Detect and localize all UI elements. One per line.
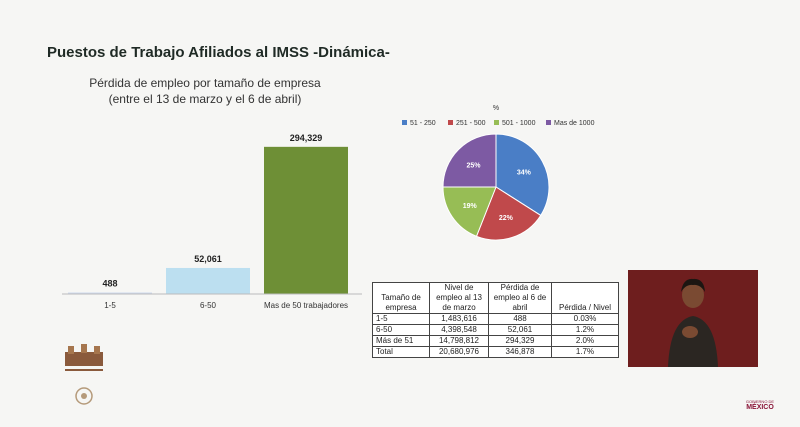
pie-slice-1 — [475, 186, 542, 241]
bar-0 — [68, 292, 152, 294]
bar-category-label: Mas de 50 trabajadores — [264, 301, 348, 310]
table-cell: 6-50 — [372, 324, 430, 336]
employment-table: Tamaño de empresa Nivel de empleo al 13 … — [372, 282, 619, 358]
table-header: Pérdida / Nivel — [551, 282, 619, 314]
table-cell: 346,878 — [488, 346, 552, 358]
pie-slice-2 — [442, 186, 497, 237]
bar-2 — [264, 146, 348, 294]
legend-swatch — [546, 120, 551, 125]
table-row: 1-5 1,483,616 488 0.03% — [372, 313, 619, 325]
table-cell: Más de 51 — [372, 335, 430, 347]
table-cell: 1.7% — [551, 346, 619, 358]
legend-entry: 251 - 500 — [456, 120, 486, 127]
pie-slice-label: 22% — [499, 215, 514, 222]
table-cell: Total — [372, 346, 430, 358]
table-row: Total 20,680,976 346,878 1.7% — [372, 346, 619, 358]
table-header: Tamaño de empresa — [372, 282, 430, 314]
logo-text-small: GOBIERNO DE — [745, 399, 775, 404]
bar-value-label: 52,061 — [194, 254, 222, 264]
table-header: Nivel de empleo al 13 de marzo — [429, 282, 489, 314]
table-cell: 1.2% — [551, 324, 619, 336]
logo-text-big: MÉXICO — [746, 404, 774, 411]
page-title: Puestos de Trabajo Afiliados al IMSS -Di… — [47, 44, 390, 61]
legend-entry: 51 - 250 — [410, 120, 436, 127]
pie-title: % — [493, 105, 499, 112]
chart-subtitle-line1: Pérdida de empleo por tamaño de empresa — [89, 76, 321, 90]
bar-category-label: 6-50 — [200, 301, 217, 310]
table-header-row: Tamaño de empresa Nivel de empleo al 13 … — [372, 282, 619, 314]
table-row: 6-50 4,398,548 52,061 1.2% — [372, 324, 619, 336]
table-cell: 52,061 — [488, 324, 552, 336]
table-row: Más de 51 14,798,812 294,329 2.0% — [372, 335, 619, 347]
interpreter-figure-icon — [628, 270, 758, 367]
pie-slice-label: 19% — [463, 203, 478, 210]
pie-chart: % 51 - 250 251 - 500 501 - 1000 Mas de 1000 3… — [402, 105, 595, 241]
building-logo-icon — [65, 344, 103, 405]
table-cell: 1,483,616 — [429, 313, 489, 325]
bar-value-label: 488 — [102, 279, 117, 289]
legend-swatch — [402, 120, 407, 125]
table-cell: 1-5 — [372, 313, 430, 325]
legend-swatch — [494, 120, 499, 125]
table-header: Pérdida de empleo al 6 de abril — [488, 282, 552, 314]
legend-entry: 501 - 1000 — [502, 120, 536, 127]
table-cell: 488 — [488, 313, 552, 325]
legend-swatch — [448, 120, 453, 125]
bar-category-label: 1-5 — [104, 301, 116, 310]
pie-slice-label: 25% — [467, 163, 482, 170]
imss-logo — [62, 342, 106, 412]
chart-subtitle-line2: (entre el 13 de marzo y el 6 de abril) — [108, 92, 302, 106]
pie-slice-label: 34% — [517, 170, 532, 177]
table-cell: 294,329 — [488, 335, 552, 347]
bar-chart: 488 1-5 52,061 6-50 294,329 Mas de 50 trabaja… — [62, 133, 362, 310]
table-cell: 4,398,548 — [429, 324, 489, 336]
table-cell: 14,798,812 — [429, 335, 489, 347]
bar-1 — [166, 267, 250, 294]
legend-entry: Mas de 1000 — [554, 120, 595, 127]
table-cell: 2.0% — [551, 335, 619, 347]
table-cell: 0.03% — [551, 313, 619, 325]
sign-language-interpreter-video — [628, 270, 758, 367]
bar-value-label: 294,329 — [290, 133, 323, 143]
pie-slice-3 — [442, 133, 497, 188]
table-cell: 20,680,976 — [429, 346, 489, 358]
gobierno-mexico-logo: GOBIERNO DE MÉXICO — [735, 385, 785, 427]
